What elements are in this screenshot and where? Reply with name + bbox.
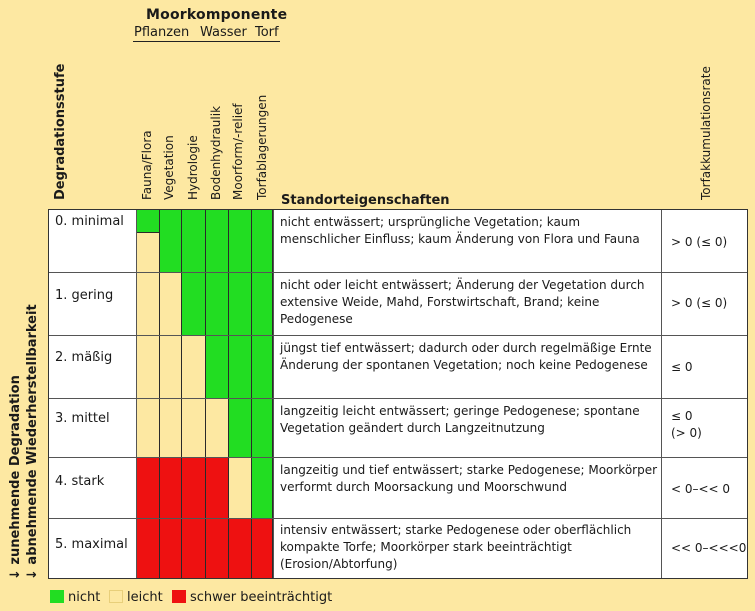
col-sep (136, 210, 137, 578)
col-sep (661, 210, 662, 578)
impact-cell (160, 398, 182, 457)
impact-cell (229, 398, 252, 457)
site-description: nicht entwässert; ursprüngliche Vegetati… (280, 215, 640, 246)
impact-cell (206, 398, 229, 457)
impact-cell (160, 335, 182, 398)
rate-label: Torfakkumulationsrate (699, 66, 713, 200)
degradation-table: 0. minimal nicht entwässert; ursprünglic… (48, 209, 748, 579)
param-label-torfablagerungen: Torfablagerungen (255, 94, 269, 200)
site-description: nicht oder leicht entwässert; Änderung d… (280, 278, 645, 326)
stage-label: 0. minimal (55, 214, 124, 229)
impact-cell (252, 272, 273, 335)
legend-swatch-nicht (50, 590, 64, 603)
param-label-hydrologie: Hydrologie (186, 135, 200, 200)
legend-label-nicht: nicht (68, 590, 101, 605)
impact-cell (182, 335, 206, 398)
accumulation-rate: ≤ 0 (671, 360, 693, 374)
param-label-vegetation: Vegetation (162, 135, 176, 200)
col-sep (273, 210, 274, 578)
impact-cell (160, 272, 182, 335)
impact-cell (252, 398, 273, 457)
accumulation-rate: ≤ 0 (> 0) (671, 409, 702, 440)
impact-cell (206, 335, 229, 398)
impact-cell (252, 457, 273, 518)
stage-label: 1. gering (55, 288, 114, 303)
impact-cell (160, 518, 182, 578)
stage-label: 4. stark (55, 474, 105, 489)
accumulation-rate: > 0 (≤ 0) (671, 296, 728, 310)
param-label-bodenhydraulik: Bodenhydraulik (209, 105, 223, 200)
impact-cell (229, 210, 252, 272)
impact-cell (229, 457, 252, 518)
impact-cell (229, 272, 252, 335)
impact-cell (182, 210, 206, 272)
impact-cell (137, 398, 160, 457)
impact-cell (252, 335, 273, 398)
param-label-moorform: Moorform/-relief (231, 103, 245, 200)
impact-cell (206, 210, 229, 272)
impact-cell (182, 272, 206, 335)
impact-cell (229, 335, 252, 398)
impact-cell (252, 518, 273, 578)
impact-cell (182, 518, 206, 578)
impact-cell-split (137, 232, 160, 272)
impact-cell (206, 272, 229, 335)
stage-label: 3. mittel (55, 411, 110, 426)
site-description: langzeitig leicht entwässert; geringe Pe… (280, 404, 640, 435)
row-sep (49, 457, 747, 458)
impact-cell (137, 518, 160, 578)
subheader-wasser: Wasser (200, 25, 247, 40)
row-sep (49, 398, 747, 399)
site-description: jüngst tief entwässert; dadurch oder dur… (280, 341, 652, 372)
site-description: intensiv entwässert; starke Pedogenese o… (280, 523, 632, 571)
impact-cell (160, 457, 182, 518)
accumulation-rate: < 0–<< 0 (671, 482, 731, 496)
row-sep (49, 518, 747, 519)
impact-cell (206, 457, 229, 518)
legend-swatch-schwer (172, 590, 186, 603)
subheader-underline (133, 41, 280, 42)
accumulation-rate: > 0 (≤ 0) (671, 235, 728, 249)
legend-label-leicht: leicht (127, 590, 163, 605)
row-sep (49, 335, 747, 336)
impact-cell (206, 518, 229, 578)
legend-label-schwer: schwer beeinträchtigt (190, 590, 333, 605)
stage-label: 5. maximal (55, 537, 128, 552)
impact-cell (182, 457, 206, 518)
impact-cell (182, 398, 206, 457)
impact-cell (229, 518, 252, 578)
site-description: langzeitig und tief entwässert; starke P… (280, 463, 658, 494)
impact-cell (252, 210, 273, 272)
subheader-torf: Torf (255, 25, 279, 40)
legend-swatch-leicht (109, 590, 123, 603)
param-label-fauna-flora: Fauna/Flora (140, 130, 154, 200)
accumulation-rate: << 0–<<<0 (671, 541, 747, 555)
impact-cell (160, 210, 182, 272)
header-title: Moorkomponente (146, 7, 288, 23)
stage-label: 2. mäßig (55, 350, 113, 365)
row-sep (49, 272, 747, 273)
site-properties-title: Standorteigenschaften (281, 193, 450, 208)
impact-cell (137, 335, 160, 398)
subheader-pflanzen: Pflanzen (134, 25, 190, 40)
side-label-degradation: ↓ zunehmende Degradation (8, 375, 23, 580)
side-label-restorability: ↓ abnehmende Wiederherstellbarkeit (25, 304, 40, 580)
impact-cell (137, 272, 160, 335)
degradation-stage-label: Degradationsstufe (53, 63, 68, 200)
impact-cell (137, 457, 160, 518)
